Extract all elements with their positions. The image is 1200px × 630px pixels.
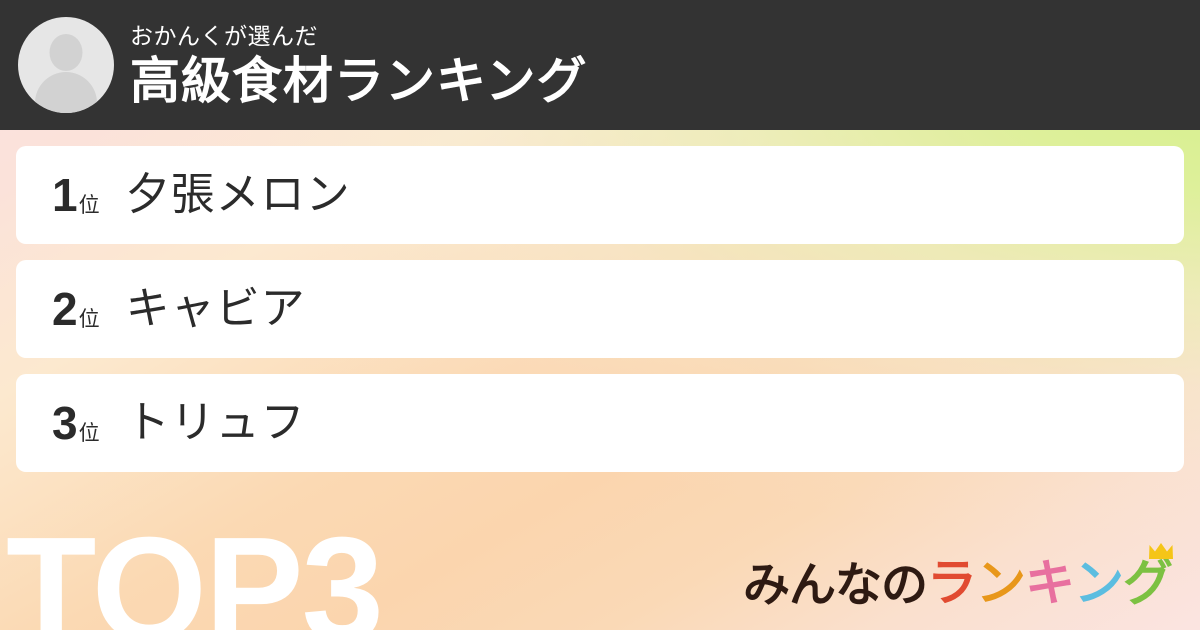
rank-badge: 2 位	[52, 286, 100, 332]
rank-number: 2	[52, 283, 78, 335]
rank-unit: 位	[78, 422, 100, 445]
rank-number: 1	[52, 169, 78, 221]
logo-char-gu-wrap: グ	[1123, 543, 1173, 611]
table-row[interactable]: 3 位 トリュフ	[16, 374, 1184, 472]
logo-plain-text: みんなの	[743, 558, 928, 611]
header-subtitle: おかんくが選んだ	[130, 22, 318, 49]
table-row[interactable]: 1 位 夕張メロン	[16, 146, 1184, 244]
user-avatar-icon	[18, 17, 114, 113]
rank-item-label: トリュフ	[125, 398, 306, 447]
avatar-body-shape	[35, 72, 97, 113]
logo-char-gu: グ	[1123, 555, 1173, 611]
logo-char-ra: ラ	[927, 555, 977, 611]
avatar-head-shape	[49, 34, 83, 71]
rank-badge: 3 位	[52, 400, 100, 446]
rank-unit: 位	[78, 194, 100, 217]
page-title: 高級食材ランキング	[130, 52, 588, 109]
rank-item-label: 夕張メロン	[125, 170, 351, 219]
crown-icon	[1149, 543, 1173, 559]
logo-char-n1: ン	[976, 555, 1026, 611]
header-text-block: おかんくが選んだ 高級食材ランキング	[130, 22, 588, 109]
logo-char-ki: キ	[1025, 555, 1075, 611]
rank-number: 3	[52, 397, 78, 449]
header-bar: おかんくが選んだ 高級食材ランキング	[0, 0, 1200, 130]
rank-badge: 1 位	[52, 172, 100, 218]
rank-unit: 位	[78, 308, 100, 331]
table-row[interactable]: 2 位 キャビア	[16, 260, 1184, 358]
brand-logo[interactable]: みんなの ラ ン キ ン グ	[743, 543, 1173, 611]
top3-watermark: TOP3	[6, 507, 384, 630]
ranking-list: 1 位 夕張メロン 2 位 キャビア 3 位 トリュフ	[0, 130, 1200, 472]
rank-item-label: キャビア	[125, 284, 306, 333]
logo-char-n2: ン	[1074, 555, 1124, 611]
